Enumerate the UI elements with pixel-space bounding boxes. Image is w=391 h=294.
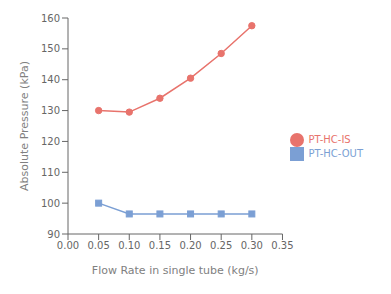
svg-text:0.35: 0.35 <box>271 240 293 251</box>
svg-text:0.25: 0.25 <box>210 240 232 251</box>
svg-text:Flow Rate in single tube (kg/s: Flow Rate in single tube (kg/s) <box>92 264 259 277</box>
svg-text:100: 100 <box>41 198 60 209</box>
svg-text:0.10: 0.10 <box>118 240 140 251</box>
svg-text:120: 120 <box>41 136 60 147</box>
svg-text:Absolute Pressure (kPa): Absolute Pressure (kPa) <box>18 61 31 191</box>
svg-text:0.30: 0.30 <box>241 240 263 251</box>
html-text:PT-HC-OUT: PT-HC-OUT <box>308 148 363 159</box>
svg-text:0.20: 0.20 <box>179 240 201 251</box>
svg-text:130: 130 <box>41 105 60 116</box>
svg-text:90: 90 <box>47 229 60 240</box>
svg-text:0.05: 0.05 <box>88 240 110 251</box>
svg-text:0.15: 0.15 <box>149 240 171 251</box>
html-text:PT-HC-IS: PT-HC-IS <box>308 134 351 145</box>
svg-text:0.00: 0.00 <box>57 240 79 251</box>
svg-text:110: 110 <box>41 167 60 178</box>
svg-text:140: 140 <box>41 74 60 85</box>
svg-text:150: 150 <box>41 43 60 54</box>
svg-text:160: 160 <box>41 13 60 24</box>
